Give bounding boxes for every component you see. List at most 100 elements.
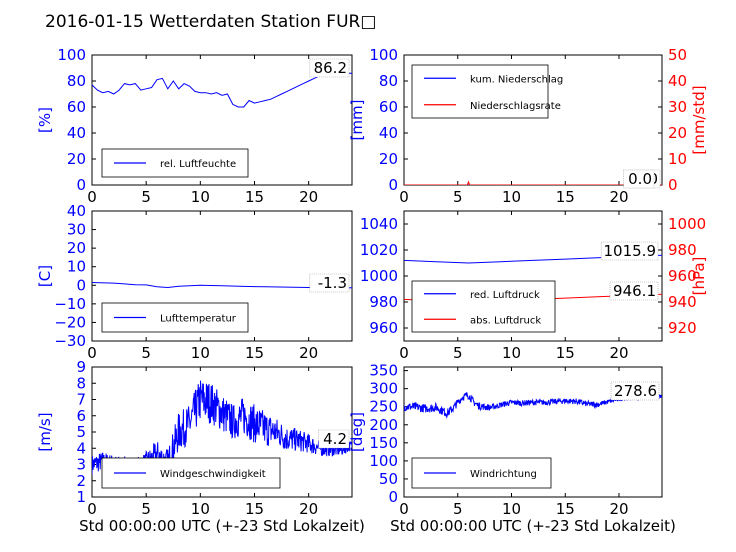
y-tick-label: 7 xyxy=(76,391,86,409)
y2-tick-label: 40 xyxy=(668,72,687,90)
series-line-1 xyxy=(404,180,662,185)
y2-tick-label: 1000 xyxy=(668,215,706,233)
x-tick-label: 10 xyxy=(191,500,210,518)
x-tick-label: 0 xyxy=(87,344,97,362)
legend-entry: abs. Luftdruck xyxy=(470,315,541,326)
x-tick-label: 5 xyxy=(141,344,151,362)
x-tick-label: 15 xyxy=(245,188,264,206)
y-tick-label: 60 xyxy=(379,98,398,116)
x-tick-label: 10 xyxy=(502,344,521,362)
y2-tick-label: 980 xyxy=(668,241,697,259)
y2-tick-label: 920 xyxy=(668,319,697,337)
y-tick-label: 40 xyxy=(67,202,86,220)
y-tick-label: −30 xyxy=(54,332,86,350)
legend-box xyxy=(411,457,552,489)
y-tick-label: 60 xyxy=(67,98,86,116)
y-tick-label: 50 xyxy=(379,470,398,488)
y-tick-label: 3 xyxy=(76,456,86,474)
x-tick-label: 10 xyxy=(502,188,521,206)
y2-tick-label: 50 xyxy=(668,46,687,64)
figure-title: 2016-01-15 Wetterdaten Station FUR□ xyxy=(45,12,376,32)
y-tick-label: 80 xyxy=(67,72,86,90)
x-tick-label: 15 xyxy=(245,500,264,518)
legend-entry: Lufttemperatur xyxy=(160,314,237,325)
y2-tick-label: 30 xyxy=(668,98,687,116)
y-tick-label: 1000 xyxy=(360,267,398,285)
annotation-box xyxy=(309,273,350,293)
x-tick-label: 5 xyxy=(453,500,463,518)
y-tick-label: 40 xyxy=(379,124,398,142)
y-axis-label: [mm] xyxy=(348,100,366,141)
legend-entry: Windrichtung xyxy=(470,469,537,480)
y2-tick-label: 0 xyxy=(668,176,678,194)
series-line-0 xyxy=(92,72,352,108)
legend-entry: kum. Niederschlag xyxy=(470,74,563,85)
y-tick-label: 2 xyxy=(76,472,86,490)
y-tick-label: 150 xyxy=(369,434,398,452)
x-tick-label: 10 xyxy=(191,188,210,206)
y-tick-label: 980 xyxy=(369,293,398,311)
y-tick-label: 0 xyxy=(76,276,86,294)
annotation-box xyxy=(623,169,655,189)
y-tick-label: 20 xyxy=(379,150,398,168)
value-annotation: -1.3 xyxy=(318,274,347,292)
x-tick-label: 20 xyxy=(299,188,318,206)
y2-axis-label: [mm/std] xyxy=(690,85,708,154)
legend-entry: red. Luftdruck xyxy=(470,290,540,301)
y-tick-label: 1 xyxy=(76,488,86,506)
y-tick-label: 350 xyxy=(369,362,398,380)
x-tick-label: 20 xyxy=(609,188,628,206)
y-tick-label: 250 xyxy=(369,398,398,416)
annotation-box xyxy=(609,281,659,301)
y-tick-label: 9 xyxy=(76,358,86,376)
x-tick-label: 20 xyxy=(609,500,628,518)
x-tick-label: 20 xyxy=(299,500,318,518)
y-tick-label: 4 xyxy=(76,439,86,457)
x-tick-label: 0 xyxy=(399,500,409,518)
y-tick-label: 1020 xyxy=(360,241,398,259)
y-tick-label: 300 xyxy=(369,380,398,398)
x-tick-label: 20 xyxy=(609,344,628,362)
x-tick-label: 20 xyxy=(299,344,318,362)
y2-tick-label: 20 xyxy=(668,124,687,142)
y-tick-label: 1040 xyxy=(360,215,398,233)
y2-tick-label: 960 xyxy=(668,267,697,285)
y-tick-label: 30 xyxy=(67,221,86,239)
y-tick-label: 0 xyxy=(388,488,398,506)
annotation-box xyxy=(610,381,660,401)
legend-entry: Niederschlagsrate xyxy=(470,101,561,112)
value-annotation: 0.0 xyxy=(628,170,652,188)
x-tick-label: 0 xyxy=(399,344,409,362)
x-tick-label: 0 xyxy=(87,188,97,206)
annotation-box xyxy=(309,58,350,78)
x-tick-label: 5 xyxy=(141,188,151,206)
y-tick-label: 960 xyxy=(369,319,398,337)
y-axis-label: [m/s] xyxy=(36,412,54,451)
value-annotation: 1015.9 xyxy=(604,242,657,260)
y-tick-label: 8 xyxy=(76,374,86,392)
x-tick-label: 0 xyxy=(399,188,409,206)
x-tick-label: 15 xyxy=(556,344,575,362)
legend-box xyxy=(411,280,556,333)
value-annotation: 946.1 xyxy=(613,282,656,300)
y-tick-label: 100 xyxy=(369,452,398,470)
x-tick-label: 5 xyxy=(453,344,463,362)
x-tick-label: 0 xyxy=(87,500,97,518)
x-axis-label: Std 00:00:00 UTC (+-23 Std Lokalzeit) xyxy=(79,517,365,535)
y-tick-label: 100 xyxy=(369,46,398,64)
y-tick-label: 10 xyxy=(67,258,86,276)
y-tick-label: −20 xyxy=(54,313,86,331)
y-tick-label: 40 xyxy=(67,124,86,142)
y-tick-label: 100 xyxy=(57,46,86,64)
annotation-box xyxy=(600,241,659,261)
y-axis-label: [deg] xyxy=(348,412,366,452)
y-tick-label: 200 xyxy=(369,416,398,434)
x-tick-label: 15 xyxy=(245,344,264,362)
x-tick-label: 15 xyxy=(556,500,575,518)
x-tick-label: 15 xyxy=(556,188,575,206)
y-tick-label: 6 xyxy=(76,407,86,425)
y2-axis-label: [hPa] xyxy=(690,257,708,296)
x-axis-label: Std 00:00:00 UTC (+-23 Std Lokalzeit) xyxy=(390,517,676,535)
y2-tick-label: 940 xyxy=(668,293,697,311)
